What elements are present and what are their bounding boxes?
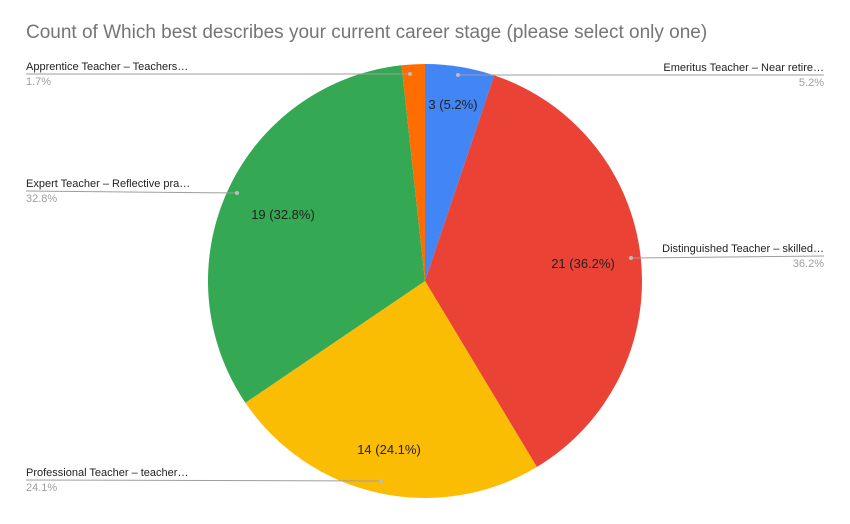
slice-data-label: 19 (32.8%) <box>251 207 315 222</box>
leader-dot <box>408 72 412 76</box>
slice-category-label: Apprentice Teacher – Teachers… <box>26 61 188 73</box>
leader-line <box>25 479 382 482</box>
slice-percent-label: 5.2% <box>799 77 824 89</box>
slice-data-label: 21 (36.2%) <box>551 256 615 271</box>
slice-data-label: 14 (24.1%) <box>357 442 421 457</box>
slice-category-label: Emeritus Teacher – Near retire… <box>663 62 824 74</box>
slice-data-label: 3 (5.2%) <box>428 97 477 112</box>
slice-category-label: Distinguished Teacher – skilled… <box>662 243 824 255</box>
leader-dot <box>456 73 460 77</box>
leader-line <box>25 190 238 194</box>
pie-slice <box>245 281 537 499</box>
slice-category-label: Expert Teacher – Reflective pra… <box>26 178 190 190</box>
pie-slice <box>401 64 425 281</box>
pie-slice <box>425 75 642 467</box>
leader-dot <box>379 479 383 483</box>
slice-percent-label: 1.7% <box>26 76 51 88</box>
chart-title: Count of Which best describes your curre… <box>26 22 708 43</box>
slice-percent-label: 36.2% <box>793 258 824 270</box>
leader-dot <box>629 256 633 260</box>
leader-line <box>630 255 825 259</box>
slice-category-label: Professional Teacher – teacher… <box>26 467 188 479</box>
slice-percent-label: 24.1% <box>26 482 57 494</box>
slice-percent-label: 32.8% <box>26 193 57 205</box>
leader-dot <box>235 191 239 195</box>
pie-slice <box>425 64 495 281</box>
pie-slice <box>208 65 425 403</box>
